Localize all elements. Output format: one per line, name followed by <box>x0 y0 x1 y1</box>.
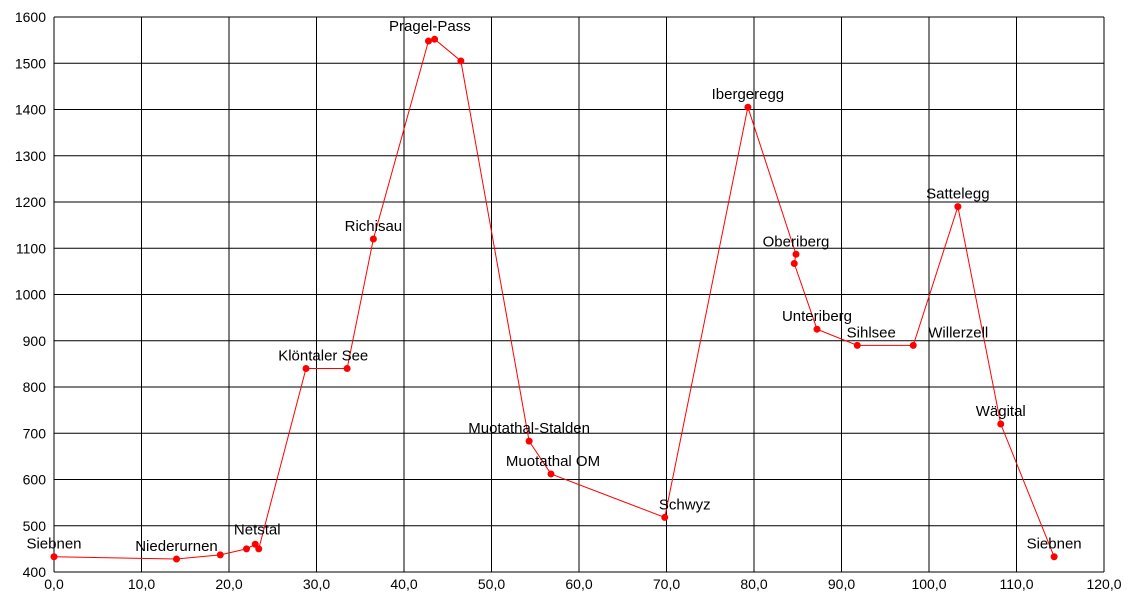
x-tick-label: 80,0 <box>740 576 767 592</box>
y-tick-label: 1600 <box>15 9 46 25</box>
elevation-point <box>302 365 310 372</box>
place-label: Klöntaler See <box>278 348 368 365</box>
elevation-point <box>790 260 798 268</box>
y-tick-label: 1100 <box>16 240 46 256</box>
elevation-point <box>661 513 669 521</box>
place-label: Niederurnen <box>135 538 218 555</box>
elevation-series-line <box>53 38 1055 560</box>
place-label: Pragel-Pass <box>389 18 471 35</box>
elevation-point <box>1050 553 1058 561</box>
elevation-point <box>792 250 800 258</box>
place-label: Unteriberg <box>782 308 852 325</box>
elevation-point <box>525 437 533 445</box>
y-tick-label: 700 <box>23 425 47 441</box>
elevation-point <box>50 553 58 561</box>
elevation-point <box>255 545 263 553</box>
x-tick-label: 110,0 <box>1000 576 1034 592</box>
elevation-point <box>547 470 555 478</box>
x-tick-label: 50,0 <box>478 576 505 592</box>
y-tick-label: 1000 <box>15 287 46 303</box>
place-labels: Siebnen Niederurnen Netstal Klöntaler See Ri… <box>26 18 1081 555</box>
x-tick-label: 10,0 <box>128 576 155 592</box>
elevation-point <box>431 35 439 43</box>
x-tick-label: 20,0 <box>215 576 242 592</box>
x-tick-label: 40,0 <box>390 576 417 592</box>
place-label: Netstal <box>234 521 281 538</box>
y-tick-label: 1300 <box>15 148 46 164</box>
y-tick-label: 1400 <box>15 102 46 118</box>
y-tick-label: 900 <box>23 333 47 349</box>
elevation-point <box>457 57 465 65</box>
place-label: Sattelegg <box>926 186 989 203</box>
place-label: Willerzell <box>928 324 988 341</box>
place-label: Wägital <box>976 403 1026 420</box>
chart-grid <box>53 16 1105 573</box>
x-tick-label: 0,0 <box>44 576 64 592</box>
x-axis-tick-labels: 0,0 10,0 20,0 30,0 40,0 50,0 60,0 70,0 80,0 90,0 1… <box>44 576 1121 592</box>
x-tick-label: 90,0 <box>828 576 855 592</box>
place-label: Schwyz <box>659 496 711 513</box>
x-tick-label: 120,0 <box>1086 576 1121 592</box>
place-label: Muotathal OM <box>506 453 600 470</box>
place-label: Siebnen <box>26 536 81 553</box>
place-label: Oberiberg <box>763 233 830 250</box>
elevation-point <box>997 420 1005 428</box>
elevation-point <box>954 203 962 211</box>
elevation-point <box>909 341 917 349</box>
y-tick-label: 600 <box>23 472 47 488</box>
x-tick-label: 30,0 <box>303 576 330 592</box>
y-axis-tick-labels: 400 500 600 700 800 900 1000 1100 1200 1300 1400 15… <box>15 9 46 580</box>
elevation-point <box>744 103 752 111</box>
elevation-point <box>216 551 224 559</box>
elevation-point <box>853 341 861 349</box>
y-tick-label: 400 <box>23 564 47 580</box>
y-tick-label: 500 <box>23 518 47 534</box>
elevation-point <box>243 545 250 553</box>
x-tick-label: 60,0 <box>565 576 592 592</box>
elevation-point <box>173 555 180 563</box>
elevation-point <box>813 325 821 333</box>
place-label: Ibergeregg <box>712 86 785 103</box>
y-tick-label: 1500 <box>15 55 46 71</box>
x-tick-label: 70,0 <box>653 576 680 592</box>
place-label: Muotathal-Stalden <box>468 420 590 437</box>
elevation-point <box>425 37 432 45</box>
elevation-point <box>369 235 377 243</box>
y-tick-label: 800 <box>23 379 47 395</box>
x-tick-label: 100,0 <box>911 576 946 592</box>
elevation-point <box>343 365 351 372</box>
place-label: Siebnen <box>1027 536 1082 553</box>
y-tick-label: 1200 <box>15 194 46 210</box>
place-label: Richisau <box>345 218 403 235</box>
elevation-points <box>50 35 1058 563</box>
place-label: Sihlsee <box>847 324 896 341</box>
